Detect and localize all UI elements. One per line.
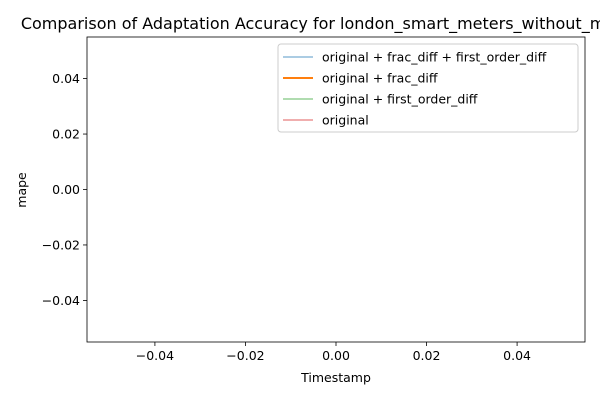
plot-frame xyxy=(86,36,586,343)
legend-entry: original + frac_diff + first_order_diff xyxy=(322,50,547,65)
x-tick-label: 0.04 xyxy=(503,348,531,363)
chart-title: Comparison of Adaptation Accuracy for lo… xyxy=(21,14,600,34)
y-tick-label: 0.00 xyxy=(52,182,80,197)
x-axis-label: Timestamp xyxy=(300,370,371,385)
x-tick-label: 0.00 xyxy=(322,348,350,363)
x-tick-label: 0.02 xyxy=(413,348,441,363)
legend: original + frac_diff + first_order_diffo… xyxy=(277,43,579,133)
x-tick-label: −0.02 xyxy=(226,348,264,363)
legend-entry: original + first_order_diff xyxy=(322,92,478,107)
legend-entry: original xyxy=(322,113,369,128)
x-tick-label: −0.04 xyxy=(136,348,174,363)
y-axis: −0.04 −0.02 0.00 0.02 0.04 xyxy=(42,71,87,308)
legend-entry: original + frac_diff xyxy=(322,71,438,86)
y-axis-label: mape xyxy=(14,172,29,208)
y-tick-label: −0.04 xyxy=(42,293,80,308)
y-tick-label: 0.02 xyxy=(52,127,80,142)
y-tick-label: 0.04 xyxy=(52,71,80,86)
y-tick-label: −0.02 xyxy=(42,237,80,252)
legend-frame xyxy=(277,43,579,133)
x-axis: −0.04 −0.02 0.00 0.02 0.04 xyxy=(136,342,531,363)
